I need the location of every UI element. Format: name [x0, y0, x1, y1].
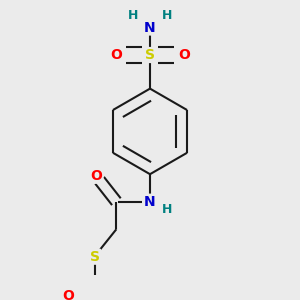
- Text: H: H: [128, 9, 138, 22]
- Text: O: O: [110, 48, 122, 62]
- Text: S: S: [145, 48, 155, 62]
- Text: S: S: [90, 250, 100, 264]
- Text: O: O: [62, 290, 74, 300]
- Text: N: N: [144, 195, 156, 209]
- Text: O: O: [178, 48, 190, 62]
- Text: H: H: [162, 203, 172, 216]
- Text: O: O: [91, 169, 103, 183]
- Text: H: H: [162, 9, 172, 22]
- Text: N: N: [144, 20, 156, 34]
